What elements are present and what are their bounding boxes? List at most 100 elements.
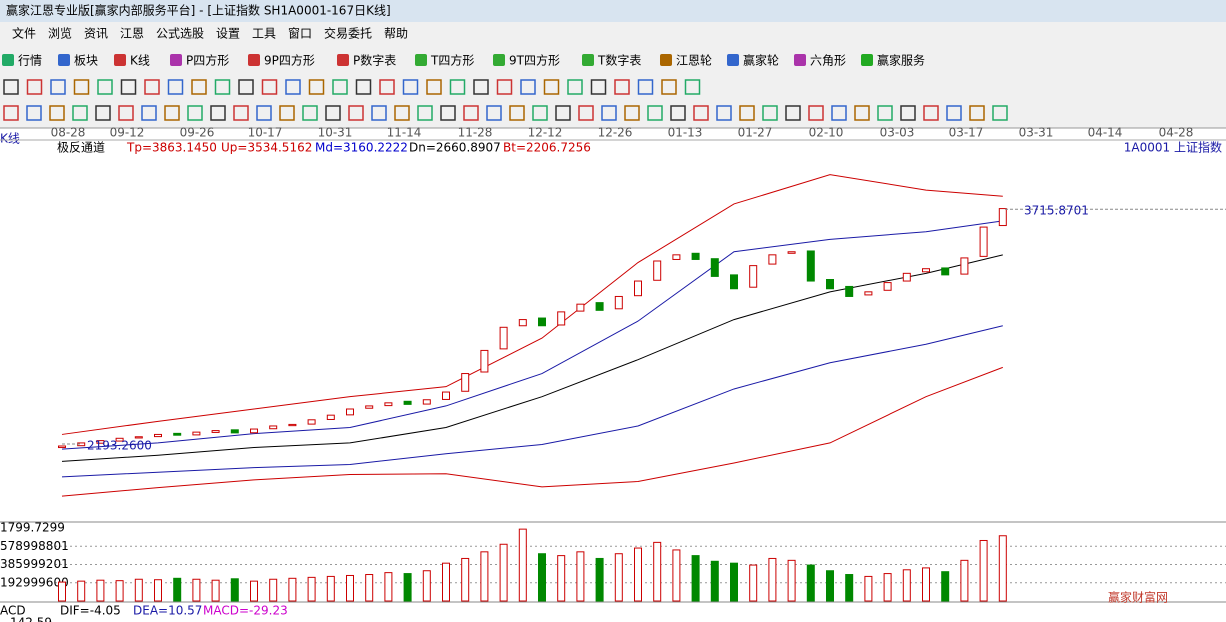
toolbar-icon[interactable] bbox=[727, 54, 739, 66]
tool-icon[interactable] bbox=[210, 105, 226, 121]
toolbar-icon[interactable] bbox=[2, 54, 14, 66]
tool-icon[interactable] bbox=[877, 105, 893, 121]
tool-icon[interactable] bbox=[637, 79, 654, 95]
tool-icon[interactable] bbox=[256, 105, 272, 121]
tool-icon[interactable] bbox=[923, 105, 939, 121]
tool-icon[interactable] bbox=[762, 105, 778, 121]
toolbar-button[interactable]: 板块 bbox=[74, 54, 98, 68]
tool-icon[interactable] bbox=[26, 79, 43, 95]
toolbar-button[interactable]: 9P四方形 bbox=[264, 53, 315, 68]
tool-icon[interactable] bbox=[670, 105, 686, 121]
menu-item[interactable]: 江恩 bbox=[120, 27, 144, 41]
tool-icon[interactable] bbox=[647, 105, 663, 121]
toolbar-button[interactable]: 六角形 bbox=[810, 54, 846, 68]
tool-icon[interactable] bbox=[379, 79, 395, 95]
menu-item[interactable]: 文件 bbox=[12, 26, 36, 41]
tool-icon[interactable] bbox=[355, 79, 372, 95]
tool-icon[interactable] bbox=[578, 105, 594, 121]
tool-icon[interactable] bbox=[509, 105, 525, 121]
toolbar-button[interactable]: 江恩轮 bbox=[676, 54, 712, 68]
tool-icon[interactable] bbox=[95, 105, 111, 121]
toolbar-button[interactable]: T数字表 bbox=[597, 53, 641, 68]
tool-icon[interactable] bbox=[402, 79, 419, 95]
toolbar-icon[interactable] bbox=[58, 54, 70, 66]
tool-icon[interactable] bbox=[120, 79, 137, 95]
menu-item[interactable]: 窗口 bbox=[288, 27, 312, 41]
tool-icon[interactable] bbox=[308, 79, 325, 95]
toolbar-button[interactable]: K线 bbox=[130, 54, 150, 68]
tool-icon[interactable] bbox=[348, 105, 364, 121]
tool-icon[interactable] bbox=[473, 79, 489, 95]
toolbar-icon[interactable] bbox=[660, 54, 672, 66]
toolbar-button[interactable]: 9T四方形 bbox=[509, 53, 560, 68]
tool-icon[interactable] bbox=[693, 105, 709, 121]
toolbar-icon[interactable] bbox=[493, 54, 505, 66]
tool-icon[interactable] bbox=[624, 105, 640, 121]
menu-item[interactable]: 浏览 bbox=[48, 26, 72, 41]
toolbar-button[interactable]: T四方形 bbox=[430, 53, 474, 68]
toolbar-icon[interactable] bbox=[337, 54, 349, 66]
tool-icon[interactable] bbox=[555, 105, 571, 121]
tool-icon[interactable] bbox=[946, 105, 962, 121]
tool-icon[interactable] bbox=[285, 79, 301, 95]
toolbar-icon[interactable] bbox=[794, 54, 806, 66]
toolbar-button[interactable]: P四方形 bbox=[186, 53, 229, 68]
tool-icon[interactable] bbox=[590, 79, 607, 95]
tool-icon[interactable] bbox=[118, 105, 134, 121]
tool-icon[interactable] bbox=[49, 105, 65, 121]
tool-icon[interactable] bbox=[72, 105, 88, 121]
toolbar-icon[interactable] bbox=[114, 54, 126, 66]
tool-icon[interactable] bbox=[73, 79, 90, 95]
tool-icon[interactable] bbox=[325, 105, 341, 121]
menu-item[interactable]: 交易委托 bbox=[324, 26, 372, 41]
tool-icon[interactable] bbox=[543, 79, 560, 95]
toolbar-button[interactable]: 赢家服务 bbox=[877, 53, 925, 68]
tool-icon[interactable] bbox=[496, 79, 513, 95]
tool-icon[interactable] bbox=[567, 79, 583, 95]
tool-icon[interactable] bbox=[191, 79, 207, 95]
tool-icon[interactable] bbox=[332, 79, 348, 95]
tool-icon[interactable] bbox=[261, 79, 278, 95]
tool-icon[interactable] bbox=[233, 105, 249, 121]
toolbar-button[interactable]: 赢家轮 bbox=[743, 53, 779, 68]
tool-icon[interactable] bbox=[371, 105, 387, 121]
tool-icon[interactable] bbox=[716, 105, 732, 121]
tool-icon[interactable] bbox=[831, 105, 847, 121]
tool-icon[interactable] bbox=[661, 79, 677, 95]
toolbar-icon[interactable] bbox=[248, 54, 260, 66]
toolbar-button[interactable]: 行情 bbox=[18, 54, 42, 68]
tool-icon[interactable] bbox=[302, 105, 318, 121]
tool-icon[interactable] bbox=[144, 79, 160, 95]
tool-icon[interactable] bbox=[614, 79, 630, 95]
tool-icon[interactable] bbox=[854, 105, 870, 121]
toolbar-icon[interactable] bbox=[415, 54, 427, 66]
tool-icon[interactable] bbox=[97, 79, 113, 95]
tool-icon[interactable] bbox=[426, 79, 442, 95]
tool-icon[interactable] bbox=[900, 105, 916, 121]
tool-icon[interactable] bbox=[532, 105, 548, 121]
tool-icon[interactable] bbox=[486, 105, 502, 121]
tool-icon[interactable] bbox=[3, 105, 19, 121]
tool-icon[interactable] bbox=[50, 79, 66, 95]
tool-icon[interactable] bbox=[785, 105, 801, 121]
tool-icon[interactable] bbox=[26, 105, 42, 121]
tool-icon[interactable] bbox=[463, 105, 479, 121]
tool-icon[interactable] bbox=[164, 105, 180, 121]
toolbar-button[interactable]: P数字表 bbox=[353, 53, 396, 68]
tool-icon[interactable] bbox=[214, 79, 231, 95]
toolbar-icon[interactable] bbox=[861, 54, 873, 66]
tool-icon[interactable] bbox=[449, 79, 466, 95]
tool-icon[interactable] bbox=[601, 105, 617, 121]
tool-icon[interactable] bbox=[440, 105, 456, 121]
menu-item[interactable]: 资讯 bbox=[84, 27, 108, 41]
tool-icon[interactable] bbox=[238, 79, 254, 95]
tool-icon[interactable] bbox=[141, 105, 157, 121]
tool-icon[interactable] bbox=[808, 105, 824, 121]
tool-icon[interactable] bbox=[417, 105, 433, 121]
tool-icon[interactable] bbox=[279, 105, 295, 121]
tool-icon[interactable] bbox=[739, 105, 755, 121]
toolbar-icon[interactable] bbox=[582, 54, 594, 66]
menu-item[interactable]: 工具 bbox=[252, 27, 276, 41]
tool-icon[interactable] bbox=[394, 105, 410, 121]
tool-icon[interactable] bbox=[969, 105, 985, 121]
